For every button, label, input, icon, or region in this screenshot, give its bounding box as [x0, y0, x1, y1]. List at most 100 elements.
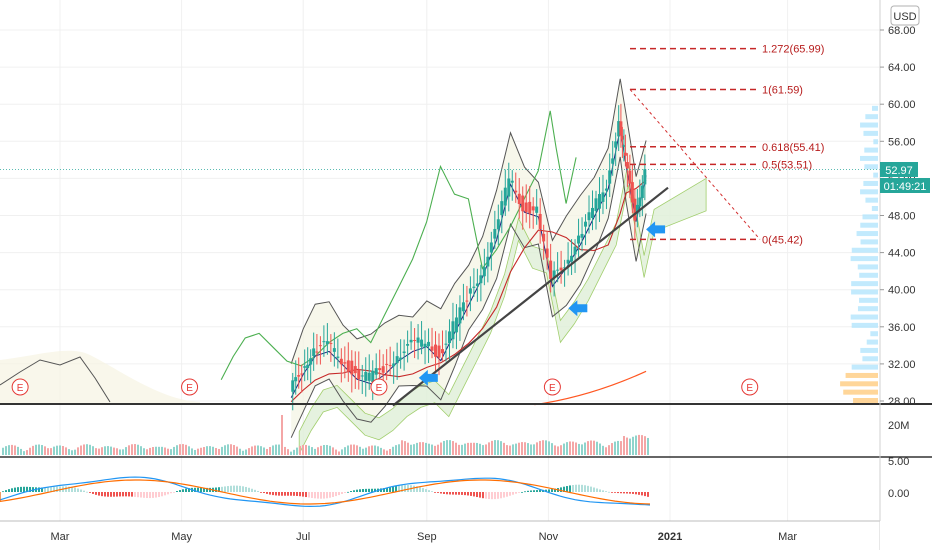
volume-profile-bar — [860, 155, 878, 161]
candle-body — [640, 185, 644, 198]
volume-bar — [353, 444, 355, 455]
volume-bar — [20, 448, 22, 455]
fibonacci-level-label: 1.272(65.99) — [762, 44, 824, 56]
moving-average-line — [290, 179, 647, 403]
volume-profile-bar — [857, 264, 878, 270]
macd-histogram-bar — [128, 492, 130, 497]
macd-histogram-bar — [134, 492, 136, 497]
macd-histogram-bar — [605, 491, 607, 492]
volume-profile-bar — [860, 239, 878, 245]
annotation-arrows — [418, 221, 666, 386]
bollinger-upper-line — [290, 78, 647, 364]
macd-histogram-bar — [272, 492, 274, 496]
macd-histogram-bar — [239, 485, 241, 492]
candle-body — [430, 346, 434, 351]
macd-histogram-bar — [371, 488, 373, 492]
macd-histogram-bar — [569, 485, 571, 492]
volume-profile-bar — [853, 398, 878, 403]
candle-body — [493, 228, 497, 239]
macd-signal-line — [0, 479, 651, 505]
macd-histogram-bar — [497, 492, 499, 499]
candle-body — [611, 158, 615, 164]
volume-bar — [578, 443, 580, 455]
volume-bar — [146, 449, 148, 455]
volume-bar — [407, 442, 409, 455]
macd-histogram-bar — [395, 486, 397, 492]
macd-histogram-bar — [572, 485, 574, 492]
volume-bar — [350, 444, 352, 455]
volume-bar — [392, 446, 394, 455]
candle-body — [364, 371, 368, 381]
candle-body — [395, 356, 399, 364]
time-axis: Mar May Jul Sep Nov 2021 Mar — [51, 531, 798, 543]
volume-bar — [188, 446, 190, 455]
macd-histogram-bar — [182, 489, 184, 492]
volume-bar — [443, 440, 445, 455]
volume-bar — [158, 446, 160, 455]
trendline[interactable] — [392, 186, 669, 407]
macd-histogram-bar — [536, 490, 538, 492]
candle-body — [510, 180, 514, 183]
macd-histogram-bar — [86, 491, 88, 493]
volume-bar — [179, 444, 181, 455]
long-moving-average-line — [534, 370, 647, 406]
fibonacci-levels[interactable]: 1.272(65.99) 1(61.59) 0.618(55.41) 0.5(53.5… — [630, 44, 824, 247]
price-tick-label: 40.00 — [888, 285, 916, 297]
volume-bar — [326, 444, 328, 455]
volume-profile-bar — [871, 206, 878, 212]
volume-bar — [515, 443, 517, 455]
candle-body — [535, 206, 539, 213]
macd-histogram-bar — [470, 492, 472, 496]
volume-profile — [840, 105, 878, 403]
candle-body — [617, 121, 621, 137]
volume-bar — [155, 446, 157, 455]
volume-bar — [143, 448, 145, 455]
volume-bar — [389, 448, 391, 455]
macd-histogram-bar — [26, 486, 28, 492]
volume-bar — [218, 448, 220, 455]
volume-bar — [83, 444, 85, 455]
volume-bar — [401, 440, 403, 455]
macd-histogram-bar — [599, 489, 601, 492]
volume-bar — [164, 447, 166, 455]
macd-histogram-bar — [293, 492, 295, 496]
volume-bar — [644, 436, 646, 455]
macd-histogram-bar — [461, 492, 463, 495]
macd-histogram-bar — [233, 485, 235, 492]
currency-label: USD — [893, 11, 916, 23]
price-tick-label: 48.00 — [888, 211, 916, 223]
macd-histogram-bar — [434, 492, 436, 493]
candle-body — [486, 256, 490, 267]
macd-histogram-bar — [104, 492, 106, 497]
time-tick-label: Mar — [51, 531, 70, 543]
volume-bar — [470, 442, 472, 455]
candle-body — [514, 190, 518, 193]
macd-histogram-bar — [617, 492, 619, 494]
price-tick-label: 60.00 — [888, 99, 916, 111]
macd-histogram-bar — [563, 486, 565, 492]
earnings-marker — [370, 378, 388, 396]
volume-bar — [332, 447, 334, 455]
lagging-span-line — [220, 110, 577, 380]
volume-bar — [500, 441, 502, 455]
macd-histogram-bar — [125, 492, 127, 497]
volume-bar — [176, 445, 178, 455]
macd-histogram-bar — [251, 488, 253, 492]
price-tick-label: 68.00 — [888, 25, 916, 37]
macd-histogram-bar — [230, 485, 232, 492]
macd-histogram-bar — [278, 492, 280, 496]
macd-histogram-bar — [479, 492, 481, 498]
macd-histogram-bar — [392, 486, 394, 492]
macd-histogram-bar — [260, 492, 262, 493]
currency-button[interactable] — [890, 5, 920, 26]
volume-bar — [221, 446, 223, 455]
volume-bar — [209, 446, 211, 455]
candle-body — [451, 321, 455, 340]
macd-histogram-bar — [416, 486, 418, 492]
volume-bar — [107, 446, 109, 455]
macd-histogram-bar — [455, 492, 457, 495]
volume-bar — [119, 449, 121, 455]
volume-bar — [638, 434, 640, 455]
